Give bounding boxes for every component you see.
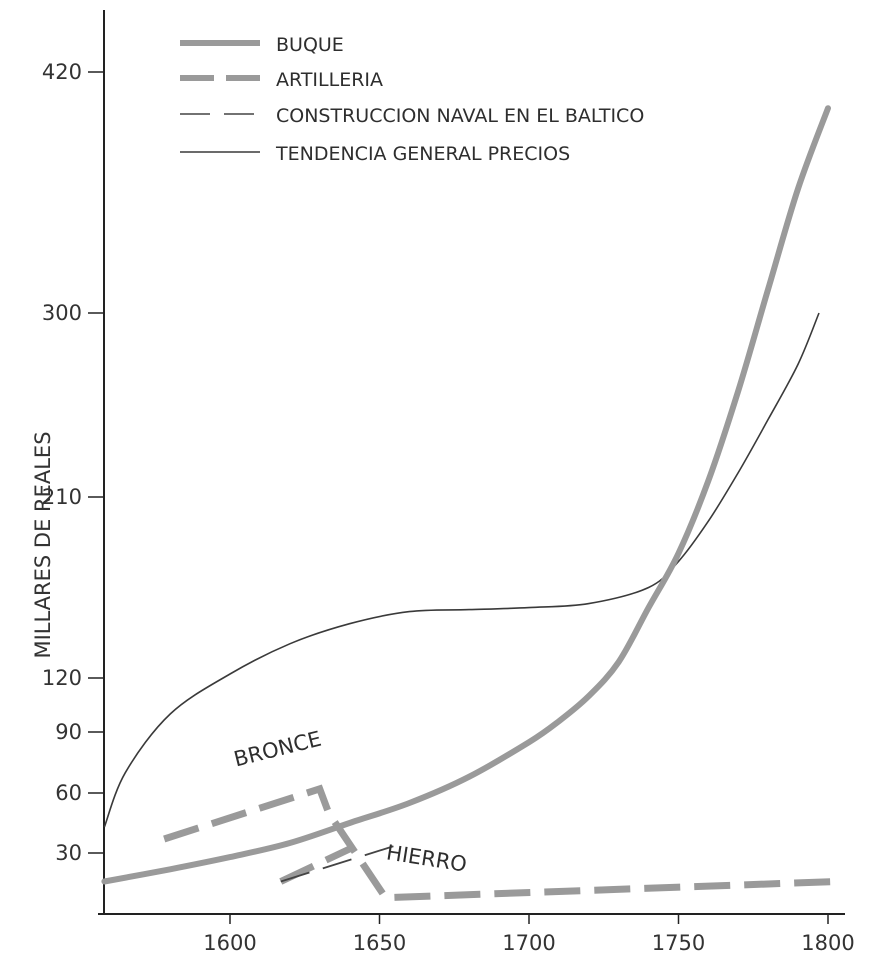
series-line-tendencia (103, 312, 820, 828)
x-tick-label: 1600 (203, 931, 256, 955)
legend-item-construccion: CONSTRUCCION NAVAL EN EL BALTICO (180, 105, 644, 127)
y-tick-label: 210 (42, 485, 82, 509)
legend-label-artilleria: ARTILLERIA (276, 69, 383, 91)
series-line-buque (101, 105, 831, 885)
x-tick-label: 1750 (652, 931, 705, 955)
y-tick-label: 30 (55, 841, 82, 865)
y-tick-label: 120 (42, 666, 82, 690)
series-line-artilleria (163, 784, 838, 902)
annotation-hierro: HIERRO (385, 840, 469, 876)
series-line-artilleria (279, 845, 352, 885)
legend-label-buque: BUQUE (276, 34, 344, 56)
y-axis-label: MILLARES DE REALES (31, 431, 55, 658)
legend: BUQUE ARTILLERIA CONSTRUCCION NAVAL EN E… (180, 34, 644, 165)
x-tick-label: 1700 (502, 931, 555, 955)
x-tick-label: 1800 (801, 931, 854, 955)
legend-item-artilleria: ARTILLERIA (180, 69, 383, 91)
legend-label-tendencia: TENDENCIA GENERAL PRECIOS (275, 143, 570, 165)
y-tick-label: 90 (55, 720, 82, 744)
y-tick-label: 420 (42, 60, 82, 84)
y-tick-label: 300 (42, 301, 82, 325)
y-tick-label: 60 (55, 781, 82, 805)
x-tick-label: 1650 (353, 931, 406, 955)
series-line-construccion (280, 844, 398, 883)
legend-label-construccion: CONSTRUCCION NAVAL EN EL BALTICO (276, 105, 644, 127)
annotation-bronce: BRONCE (231, 727, 323, 772)
legend-item-buque: BUQUE (180, 34, 344, 56)
legend-item-tendencia: TENDENCIA GENERAL PRECIOS (180, 143, 570, 165)
